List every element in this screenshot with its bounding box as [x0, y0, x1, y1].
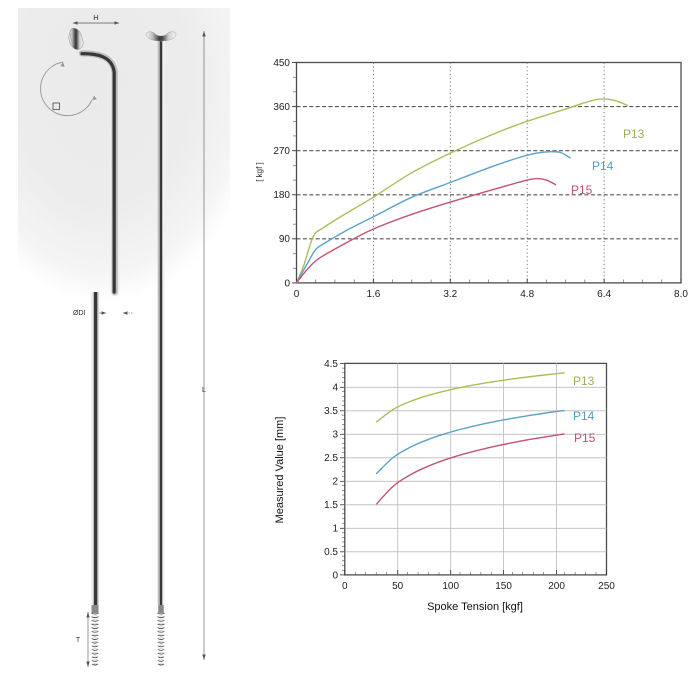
svg-text:450: 450 [273, 58, 290, 69]
svg-text:270: 270 [273, 146, 290, 157]
svg-text:6.4: 6.4 [597, 289, 611, 300]
svg-text:ØDI: ØDI [73, 310, 86, 317]
svg-text:360: 360 [273, 102, 290, 113]
svg-text:0: 0 [294, 289, 300, 300]
svg-text:P13: P13 [623, 127, 645, 141]
svg-text:[ kgf ]: [ kgf ] [255, 162, 264, 182]
svg-text:3.2: 3.2 [443, 289, 457, 300]
svg-text:Measured Value [mm]: Measured Value [mm] [274, 417, 286, 524]
svg-text:H: H [93, 13, 98, 22]
svg-text:P15: P15 [571, 183, 593, 197]
svg-text:2.5: 2.5 [324, 453, 338, 464]
svg-text:4.5: 4.5 [324, 359, 338, 370]
svg-text:1.5: 1.5 [324, 500, 338, 511]
svg-text:0: 0 [342, 581, 348, 592]
svg-text:P14: P14 [592, 159, 614, 173]
svg-text:P13: P13 [573, 374, 595, 388]
svg-text:P14: P14 [573, 409, 595, 423]
svg-text:50: 50 [392, 581, 404, 592]
svg-text:0: 0 [332, 571, 338, 582]
svg-text:3: 3 [332, 430, 338, 441]
svg-text:1.6: 1.6 [366, 289, 380, 300]
svg-text:4.8: 4.8 [520, 289, 534, 300]
svg-text:180: 180 [273, 190, 290, 201]
svg-text:1: 1 [332, 524, 338, 535]
svg-text:3.5: 3.5 [324, 406, 338, 417]
svg-text:250: 250 [598, 581, 615, 592]
svg-text:200: 200 [548, 581, 565, 592]
svg-text:4: 4 [332, 383, 338, 394]
svg-text:T: T [76, 637, 81, 644]
svg-text:P15: P15 [574, 431, 596, 445]
svg-text:2: 2 [332, 477, 338, 488]
svg-text:0.5: 0.5 [324, 547, 338, 558]
svg-text:150: 150 [495, 581, 512, 592]
svg-text:90: 90 [279, 234, 291, 245]
svg-text:100: 100 [442, 581, 459, 592]
svg-text:8.0: 8.0 [674, 289, 688, 300]
svg-text:0: 0 [284, 279, 290, 290]
svg-text:Spoke Tension [kgf]: Spoke Tension [kgf] [427, 601, 523, 613]
